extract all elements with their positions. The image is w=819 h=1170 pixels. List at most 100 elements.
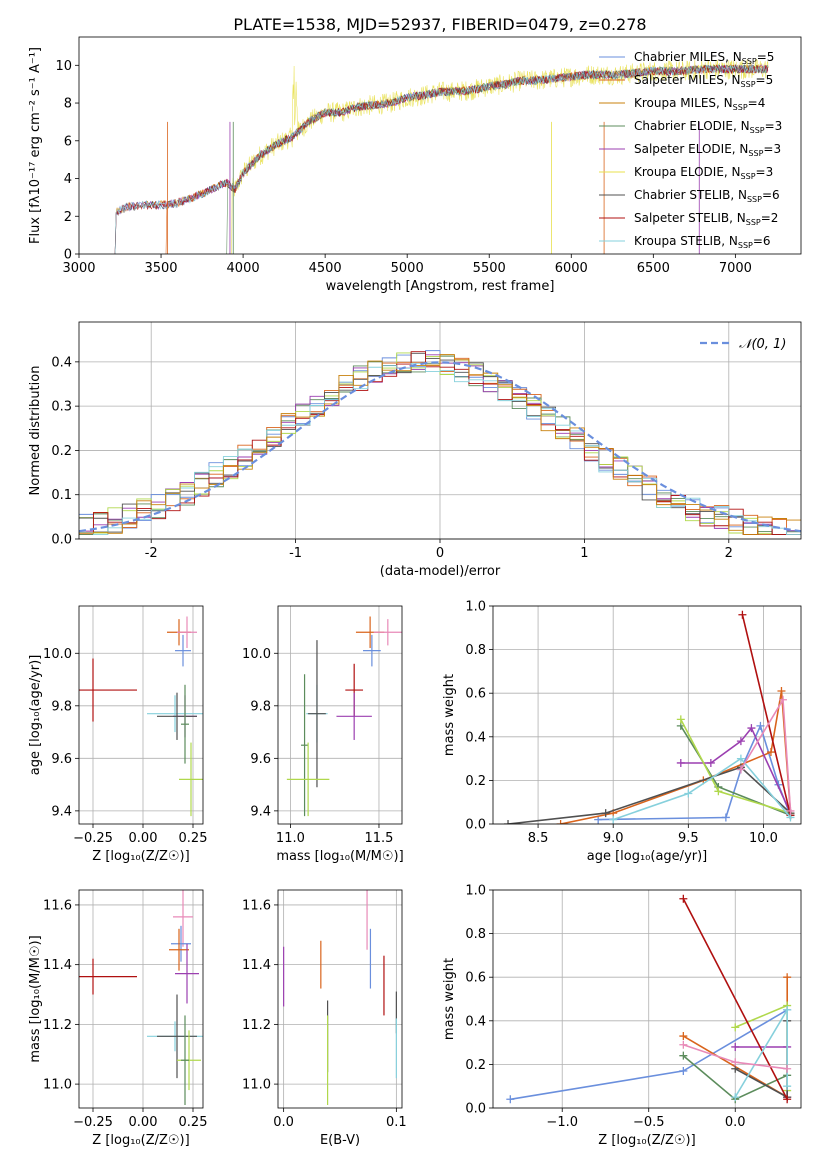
x-tick-label: 2 [725,546,733,561]
x-axis-label: (data-model)/error [380,564,501,579]
axes-frame [277,889,403,1109]
x-axis-label: Z [log₁₀(Z/Z☉)] [92,1133,189,1148]
spectrum-series [114,63,769,254]
x-tick-label: −0.25 [73,1115,113,1130]
weight-marker [783,1005,792,1014]
y-tick-label: 11.4 [43,958,72,973]
legend-subscript: SSP [742,57,757,66]
errorbars [286,616,402,817]
y-tick-label: 0.4 [51,355,72,370]
mass-vs-ebv-panel: 0.0 0.1 11.0 11.2 11.4 11.6 E(B-V) [242,889,407,1148]
y-tick-label: 2 [64,210,72,225]
y-tick-label: 9.6 [250,752,271,767]
x-tick-label: 9.5 [678,831,699,846]
age-vs-z-panel: −0.25 0.00 0.25 9.4 9.6 9.8 10.0 Z [log₁₀(Z/Z☉)… [28,605,207,864]
y-axis-label: Normed distribution [28,366,43,496]
x-tick-label: 0.0 [273,1115,294,1130]
legend-text: Salpeter ELODIE, N [634,142,748,156]
spectrum-lines [114,58,769,254]
legend-subscript: SSP [741,172,756,181]
legend-count: =5 [756,73,774,87]
x-axis-label: Z [log₁₀(Z/Z☉)] [92,849,189,864]
spectrum-series [226,64,769,254]
weight-marker [783,973,792,982]
x-axis-label: wavelength [Angstrom, rest frame] [326,279,555,294]
x-axis-label: E(B-V) [320,1133,360,1148]
x-tick-label: 5500 [473,261,506,276]
x-tick-label: 4000 [227,261,260,276]
legend-count: =6 [762,188,780,202]
age-vs-mass-panel: 11.0 11.5 9.4 9.6 9.8 10.0 mass [log₁₀(M/M☉)] [242,605,404,864]
weight-marker [676,758,685,767]
y-tick-label: 0.6 [465,971,486,986]
weight-marker [721,813,730,822]
y-tick-label: 0.8 [465,643,486,658]
axes-frame [78,889,204,1109]
legend-count: =3 [763,142,781,156]
errorbar-point [169,928,189,971]
weight-series [560,690,792,824]
errorbars [79,616,203,817]
legend-entry: Chabrier ELODIE, NSSP=3 [634,119,782,135]
legend-count: =4 [748,96,766,110]
y-tick-label: 0.4 [465,1014,486,1029]
errorbars [283,890,397,1106]
errorbar-point [177,616,197,649]
y-tick-label: 1.0 [465,884,486,899]
x-tick-label: 6500 [637,261,670,276]
axes-frame [492,889,802,1109]
legend-count: =3 [765,119,783,133]
legend-entry: Kroupa STELIB, NSSP=6 [634,234,771,250]
weight-marker [504,820,513,824]
y-axis-label: mass [log₁₀(M/M☉)] [28,935,43,1062]
weight-vs-age-panel: 8.5 9.0 9.5 10.0 0.0 0.2 0.4 0.6 0.8 1.0 age [log₁… [442,600,802,864]
weight-marker [731,1093,740,1102]
errorbar-point [157,692,197,740]
residuals-panel: -2 -1 0 1 2 0.0 0.1 0.2 0.3 0.4 (data-model)/error… [28,321,802,579]
errorbar-point [157,994,197,1079]
y-tick-label: 0.8 [465,927,486,942]
histograms [79,350,801,536]
errorbar-point [79,658,137,722]
weight-series [741,614,792,816]
y-tick-label: 0.1 [51,488,72,503]
x-tick-label: −0.5 [633,1115,665,1130]
mass-vs-z-panel: −0.25 0.00 0.25 11.0 11.2 11.4 11.6 Z [log₁₀(Z/… [28,889,207,1148]
weight-marker [766,748,775,757]
weight-marker [756,721,765,730]
errorbar-point [147,695,203,733]
y-tick-label: 9.4 [51,804,72,819]
weight-marker [736,754,745,763]
y-axis-label: Flux [fλ10⁻¹⁷ erg cm⁻² s⁻¹ A⁻¹] [28,47,43,244]
legend-count: =2 [761,211,779,225]
weight-series [612,757,792,821]
y-axis-label: mass weight [442,958,457,1040]
x-tick-label: 7000 [719,261,752,276]
y-tick-label: 10.0 [43,647,72,662]
errorbar-point [373,619,402,646]
legend-text: Salpeter STELIB, N [634,211,746,225]
weight-vs-z-panel: −1.0 −0.5 0.0 0.0 0.2 0.4 0.6 0.8 1.0 Z [log₁₀(Z/… [442,884,802,1148]
weight-marker [506,1095,515,1104]
y-tick-label: 0.3 [51,400,72,415]
weight-marker [736,765,745,774]
legend-text: Kroupa STELIB, N [634,234,738,248]
weight-marker [679,1040,688,1049]
weight-marker [684,789,693,798]
legend-count: =5 [757,50,775,64]
weight-marker [777,687,786,696]
weight-marker [736,737,745,746]
weight-lines [504,610,795,824]
legend-text: Chabrier STELIB, N [634,188,747,202]
weight-marker [601,809,610,818]
errorbar-point [286,742,330,817]
legend-subscript: SSP [733,103,748,112]
x-tick-label: 4500 [309,261,342,276]
errorbar-point [79,958,137,995]
y-tick-label: 9.8 [250,699,271,714]
x-tick-label: 3500 [144,261,177,276]
legend-entry: Chabrier MILES, NSSP=5 [634,50,774,66]
y-tick-label: 6 [64,134,72,149]
